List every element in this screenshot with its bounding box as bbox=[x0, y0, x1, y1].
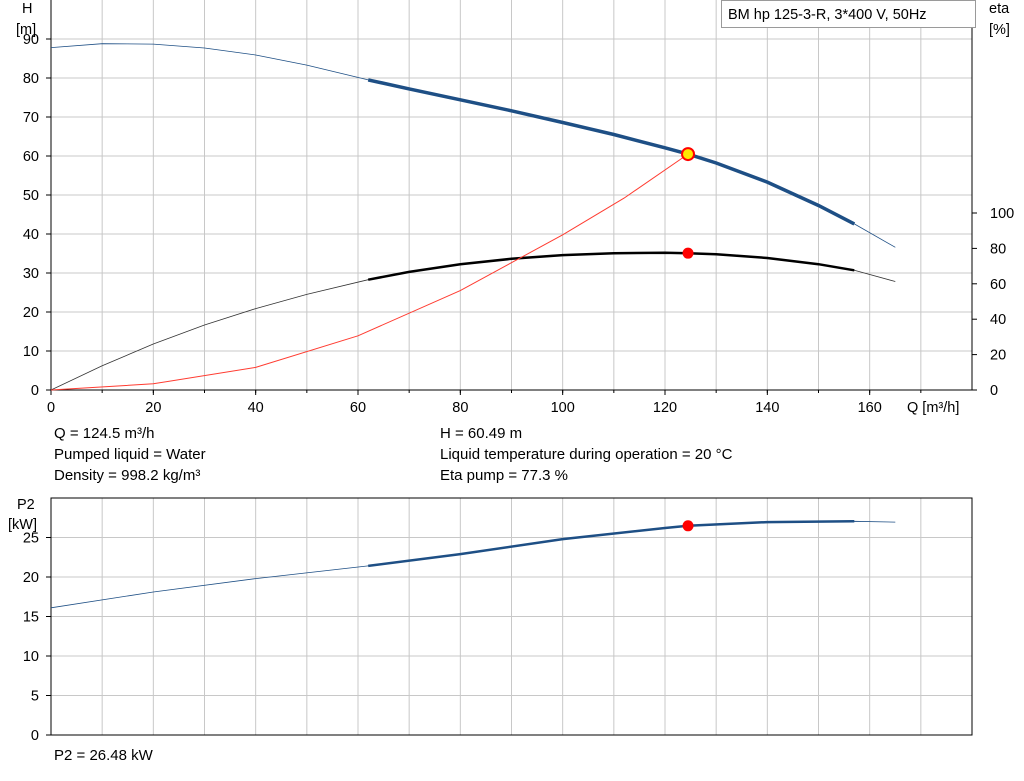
y-tick-label: 25 bbox=[23, 531, 39, 547]
eta-operating-point bbox=[682, 247, 694, 259]
y-tick-label: 20 bbox=[23, 570, 39, 586]
power-readout: P2 = 26.48 kW bbox=[54, 747, 153, 764]
y-tick-label: 10 bbox=[23, 649, 39, 665]
y-tick-label: 90 bbox=[23, 32, 39, 48]
x-axis-title: Q [m³/h] bbox=[907, 400, 959, 416]
head-operating-point bbox=[681, 147, 696, 162]
y-tick-label: 70 bbox=[23, 110, 39, 126]
pump-title-box: BM hp 125-3-R, 3*400 V, 50Hz bbox=[721, 0, 976, 28]
y2-axis-unit: [%] bbox=[989, 22, 1010, 38]
x-tick-label: 40 bbox=[248, 400, 264, 416]
system-curve bbox=[50, 153, 689, 391]
y-tick-label: 30 bbox=[23, 266, 39, 282]
top-chart-grid bbox=[51, 0, 972, 390]
x-tick-label: 0 bbox=[47, 400, 55, 416]
p2-axis-title: P2 bbox=[17, 497, 35, 513]
p2-axis-unit: [kW] bbox=[8, 517, 37, 533]
y2-tick-label: 40 bbox=[990, 312, 1006, 328]
y2-tick-label: 0 bbox=[990, 383, 998, 399]
x-tick-label: 80 bbox=[452, 400, 468, 416]
y2-tick-label: 80 bbox=[990, 241, 1006, 257]
pump-title: BM hp 125-3-R, 3*400 V, 50Hz bbox=[728, 7, 927, 23]
y-axis-title: H bbox=[22, 1, 32, 17]
y2-tick-label: 100 bbox=[990, 206, 1014, 222]
y-tick-label: 5 bbox=[31, 689, 39, 705]
eta-curve-operating bbox=[367, 251, 855, 281]
chart-frames bbox=[46, 0, 977, 736]
head-curve-operating bbox=[367, 78, 856, 226]
y2-axis-title: eta bbox=[989, 1, 1010, 17]
y-tick-label: 15 bbox=[23, 610, 39, 626]
y-axis-unit: [m] bbox=[16, 22, 36, 38]
power-curve-full bbox=[50, 520, 896, 609]
y-tick-label: 50 bbox=[23, 188, 39, 204]
pumped-liquid-readout: Pumped liquid = Water bbox=[54, 446, 206, 463]
y-tick-label: 80 bbox=[23, 71, 39, 87]
y-tick-label: 40 bbox=[23, 227, 39, 243]
y2-tick-label: 60 bbox=[990, 277, 1006, 293]
head-curve-full bbox=[50, 43, 896, 248]
y-tick-label: 20 bbox=[23, 305, 39, 321]
power-operating-point bbox=[682, 520, 694, 532]
y-tick-label: 60 bbox=[23, 149, 39, 165]
head-readout: H = 60.49 m bbox=[440, 425, 523, 442]
temperature-readout: Liquid temperature during operation = 20… bbox=[440, 446, 733, 463]
bottom-chart-grid bbox=[51, 498, 972, 735]
y-tick-label: 10 bbox=[23, 344, 39, 360]
density-readout: Density = 998.2 kg/m³ bbox=[54, 467, 201, 484]
flow-readout: Q = 124.5 m³/h bbox=[54, 425, 155, 442]
x-tick-label: 140 bbox=[755, 400, 779, 416]
power-curve-operating bbox=[368, 520, 855, 568]
x-tick-label: 60 bbox=[350, 400, 366, 416]
eta-readout: Eta pump = 77.3 % bbox=[440, 467, 568, 484]
x-tick-label: 100 bbox=[551, 400, 575, 416]
y-tick-label: 0 bbox=[31, 728, 39, 744]
x-tick-label: 20 bbox=[145, 400, 161, 416]
chart-curves bbox=[50, 43, 896, 609]
x-tick-label: 160 bbox=[858, 400, 882, 416]
operating-point-markers bbox=[681, 147, 696, 532]
y-tick-label: 0 bbox=[31, 383, 39, 399]
y2-tick-label: 20 bbox=[990, 348, 1006, 364]
x-tick-label: 120 bbox=[653, 400, 677, 416]
